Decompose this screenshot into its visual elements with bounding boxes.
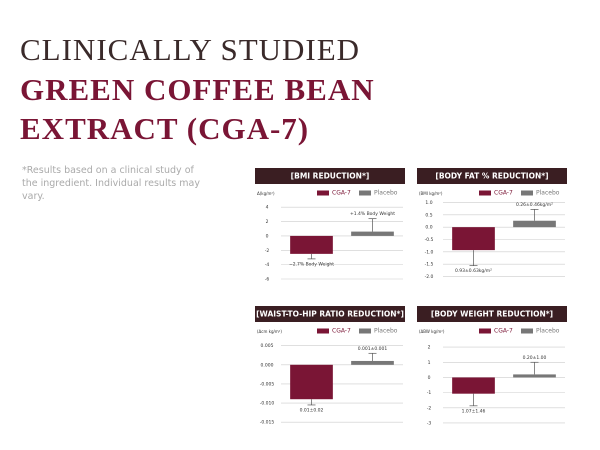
legend-swatch <box>521 190 533 196</box>
bar-note: 0.93±0.63kg/m² <box>455 268 492 274</box>
bar <box>351 231 394 236</box>
headline: GREEN COFFEE BEAN <box>20 72 375 107</box>
y-tick-label: -0.5 <box>425 237 434 243</box>
bar-note: −2.7% Body Weight <box>289 261 334 267</box>
chart-header <box>417 306 567 322</box>
y-tick-label: 0 <box>428 375 431 381</box>
headline: CLINICALLY STUDIED <box>20 32 361 67</box>
bar <box>513 374 556 378</box>
legend-label: Placebo <box>536 190 560 197</box>
bar-note: 0.20±1.00 <box>523 355 547 361</box>
y-tick-label: -6 <box>265 277 270 283</box>
legend-label: CGA-7 <box>494 190 513 197</box>
y-axis-label: (BMI kg/m²) <box>419 191 443 196</box>
legend-label: CGA-7 <box>332 190 351 197</box>
bar <box>452 377 495 394</box>
legend-label: Placebo <box>374 190 398 197</box>
y-tick-label: 0.5 <box>425 212 432 218</box>
bar <box>290 235 333 254</box>
y-tick-label: -2 <box>427 405 432 411</box>
chart-header <box>417 168 567 184</box>
y-tick-label: 0.000 <box>261 362 274 368</box>
y-tick-label: -0.015 <box>260 420 275 426</box>
legend-swatch <box>521 328 533 334</box>
y-tick-label: -1.5 <box>425 262 434 268</box>
bar <box>452 227 495 251</box>
bar <box>351 360 394 365</box>
y-tick-label: -2.0 <box>425 274 434 280</box>
legend-label: CGA-7 <box>332 328 351 335</box>
legend-swatch <box>317 190 329 196</box>
bar <box>290 364 333 400</box>
y-tick-label: 2 <box>266 219 269 225</box>
bar-note: 0.26±0.46kg/m² <box>516 202 553 208</box>
chart-title: [BODY FAT % REDUCTION*] <box>435 172 548 181</box>
y-tick-label: 0.005 <box>261 343 274 349</box>
legend-swatch <box>479 190 491 196</box>
y-tick-label: -1.0 <box>425 249 434 255</box>
y-tick-label: 0.0 <box>425 225 432 231</box>
disclaimer: *Results based on a clinical study of th… <box>22 165 200 202</box>
y-tick-label: -3 <box>427 420 432 426</box>
legend-swatch <box>479 328 491 334</box>
legend-swatch <box>317 328 329 334</box>
y-tick-label: 4 <box>266 205 269 211</box>
chart-title: [WAIST-TO-HIP RATIO REDUCTION*] <box>256 310 404 319</box>
y-axis-label: (ΔBW kg/m²) <box>419 329 445 334</box>
y-tick-label: -0.010 <box>260 401 275 407</box>
y-tick-label: 1.0 <box>425 200 432 206</box>
y-axis-label: (Δcm kg/m²) <box>257 329 282 334</box>
y-axis-label: Δ(kg/m²) <box>257 191 275 196</box>
chart-header <box>255 168 405 184</box>
y-tick-label: -4 <box>265 262 270 268</box>
chart-title: [BODY WEIGHT REDUCTION*] <box>431 310 553 319</box>
bar-note: 0.01±0.02 <box>300 407 324 413</box>
headline: EXTRACT (CGA-7) <box>20 111 310 146</box>
legend-label: Placebo <box>374 328 398 335</box>
chart-header <box>255 306 405 322</box>
bar <box>513 220 556 228</box>
bar-note: +1.4% Body Weight <box>350 211 395 217</box>
legend-swatch <box>359 190 371 196</box>
y-tick-label: -1 <box>427 390 432 396</box>
bar-note: 1.07±1.46 <box>462 408 486 414</box>
legend-swatch <box>359 328 371 334</box>
y-tick-label: 1 <box>428 360 431 366</box>
legend-label: CGA-7 <box>494 328 513 335</box>
y-tick-label: 0 <box>266 233 269 239</box>
bar-note: 0.001±0.001 <box>358 346 388 352</box>
y-tick-label: 2 <box>428 345 431 351</box>
chart-title: [BMI REDUCTION*] <box>291 172 370 181</box>
y-tick-label: -2 <box>265 248 270 254</box>
legend-label: Placebo <box>536 328 560 335</box>
y-tick-label: -0.005 <box>260 381 275 387</box>
